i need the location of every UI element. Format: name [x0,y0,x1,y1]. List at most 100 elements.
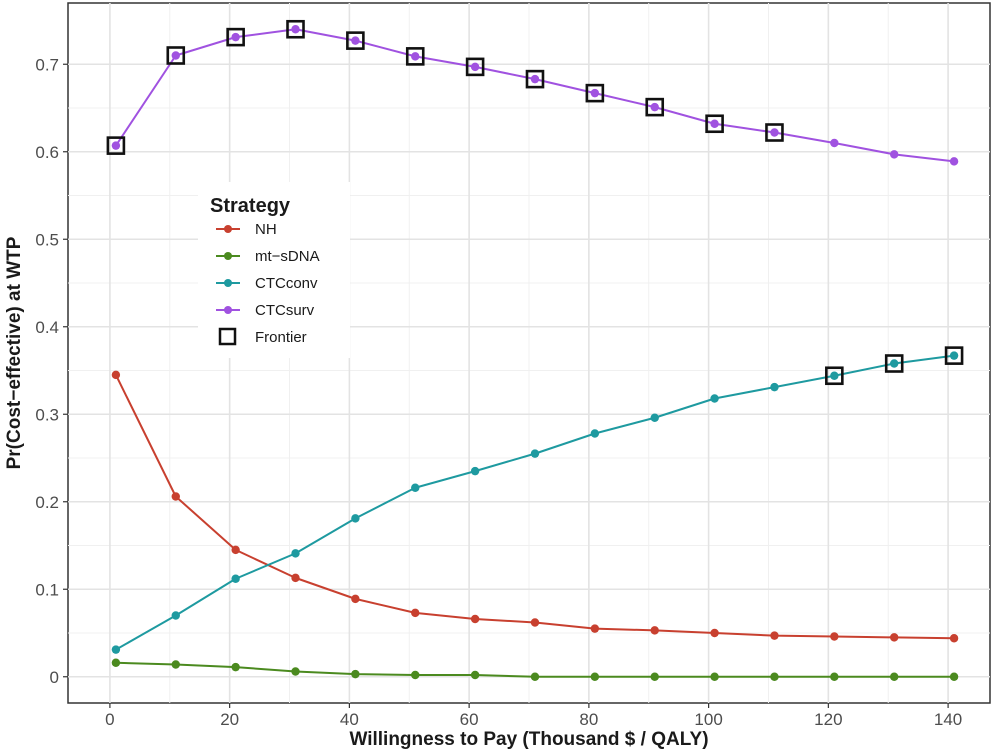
data-point-mt-sdna [351,669,360,679]
data-point-mt-sdna [470,670,480,680]
legend-key-point-nh [224,225,232,233]
data-point-ctcconv [590,429,600,438]
y-tick-label: 0 [50,668,59,687]
data-point-mt-sdna [111,658,121,667]
frontier-marker [525,69,545,89]
x-axis-title: Willingness to Pay (Thousand $ / QALY) [349,729,708,750]
y-tick-label: 0.4 [35,318,59,337]
frontier-marker [346,31,365,50]
frontier-marker [465,57,485,77]
data-point-nh [590,624,600,633]
data-point-nh [111,370,121,380]
legend: Strategy NH mt−sDNA CTCconv CTCsurv Fron… [198,182,350,358]
data-point-mt-sdna [231,662,240,672]
y-tick-label: 0.1 [35,580,59,599]
data-point-nh [291,573,300,583]
frontier-marker [585,83,605,103]
data-point-ctcsurv [351,36,360,45]
data-point-mt-sdna [770,672,779,681]
data-point-nh [890,633,899,642]
data-point-ctcconv [351,514,360,523]
data-point-ctcsurv [111,141,121,150]
legend-title: Strategy [210,195,291,217]
legend-key-point-mt-sdna [224,252,232,260]
data-point-nh [171,492,180,501]
x-tick-label: 100 [694,710,722,729]
legend-key-point-ctcconv [224,279,232,287]
data-point-ctcsurv [770,128,779,137]
legend-label-ctcsurv: CTCsurv [255,302,315,319]
legend-label-frontier: Frontier [255,329,307,346]
data-point-nh [470,614,480,624]
legend-key-point-ctcsurv [224,306,232,314]
data-point-mt-sdna [530,672,540,681]
x-tick-label: 120 [814,710,842,729]
data-point-ctcsurv [231,32,240,42]
data-point-ctcsurv [411,52,420,61]
frontier-marker [226,27,245,47]
data-point-nh [411,608,420,618]
series-points [111,25,959,681]
frontier-marker [705,114,724,134]
x-tick-label: 60 [460,710,479,729]
data-point-ctcconv [470,466,480,476]
frontier-marker [166,46,186,65]
x-tick-label: 80 [579,710,598,729]
data-point-nh [770,631,779,640]
frontier-marker [765,123,784,142]
data-point-ctcconv [411,483,420,492]
frontier-marker [944,346,964,365]
y-axis: 0 0.1 0.2 0.3 0.4 0.5 0.6 0.7 [35,55,68,687]
frontier-marker [884,354,904,373]
data-point-mt-sdna [590,672,600,681]
data-point-mt-sdna [710,672,719,681]
data-point-ctcsurv [530,74,540,84]
legend-key-frontier [218,327,237,346]
y-axis-title: Pr(Cost−effective) at WTP [4,236,25,469]
frontier-marker [106,136,126,155]
frontier-marker [286,19,305,39]
data-point-ctcsurv [590,88,600,98]
data-point-ctcsurv [470,62,480,72]
x-tick-label: 40 [340,710,359,729]
legend-label-mt-sdna: mt−sDNA [255,248,320,265]
frontier-marker [405,47,425,66]
y-tick-label: 0.2 [35,493,59,512]
frontier-marker [645,97,665,117]
frontier-marks [106,19,964,386]
data-point-nh [830,632,839,641]
data-point-ctcconv [710,394,719,403]
y-tick-label: 0.3 [35,405,59,424]
x-tick-label: 20 [220,710,239,729]
data-point-nh [351,594,360,604]
data-point-ctcconv [171,611,180,620]
data-point-mt-sdna [411,670,420,680]
x-tick-label: 140 [934,710,962,729]
x-axis: 0 20 40 60 80 100 120 140 [105,703,962,729]
data-point-ctcsurv [171,51,180,60]
data-point-ctcsurv [291,25,300,34]
data-point-ctcconv [890,359,899,368]
data-point-ctcconv [231,574,240,583]
data-point-mt-sdna [650,672,659,681]
data-point-nh [231,545,240,555]
data-point-ctcconv [111,645,121,654]
data-point-nh [710,628,719,638]
data-point-nh [530,618,540,627]
data-point-ctcconv [530,449,540,458]
data-point-nh [650,626,659,635]
y-tick-label: 0.5 [35,230,59,249]
data-point-mt-sdna [830,672,839,681]
data-point-ctcconv [830,371,839,380]
data-point-mt-sdna [890,672,899,681]
data-point-ctcconv [291,549,300,558]
data-point-ctcconv [650,413,659,422]
data-point-ctcsurv [890,150,899,159]
y-tick-label: 0.6 [35,143,59,162]
data-point-mt-sdna [291,667,300,676]
data-point-ctcsurv [650,102,659,112]
x-tick-label: 0 [105,710,114,729]
data-point-ctcsurv [949,157,959,166]
data-point-ctcconv [770,382,779,392]
